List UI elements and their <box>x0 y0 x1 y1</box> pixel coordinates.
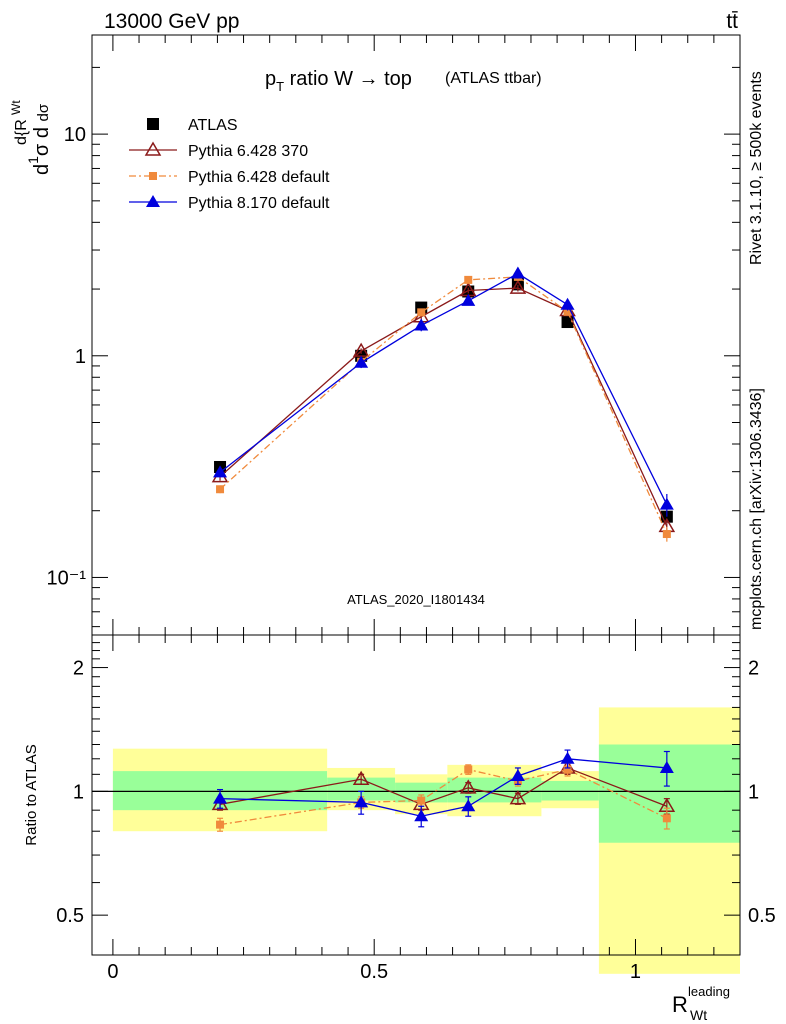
green-band <box>327 777 396 801</box>
series-pythia-6-428-370 <box>211 279 676 534</box>
data-marker <box>414 809 429 822</box>
svg-text:leading: leading <box>688 984 730 999</box>
legend-entry-label: ATLAS <box>188 117 238 134</box>
x-tick-label: 0.5 <box>360 961 388 983</box>
data-marker <box>354 355 369 368</box>
data-marker <box>563 765 572 774</box>
data-marker <box>563 307 572 316</box>
svg-text:d{R: d{R <box>13 119 30 145</box>
energy-label: 13000 GeV pp <box>104 10 239 33</box>
y-tick-label: 1 <box>75 346 86 368</box>
legend-entry-label: Pythia 6.428 370 <box>188 143 308 160</box>
data-marker <box>144 141 162 156</box>
data-marker <box>511 278 524 291</box>
ratio-y-tick-label: 1 <box>73 781 84 803</box>
ratio-y-tick-label: 0.5 <box>56 905 84 927</box>
data-marker <box>662 530 671 539</box>
ratio-y-tick-label: 0.5 <box>748 905 776 927</box>
ratio-series-pythia-8-170-default <box>213 749 674 828</box>
data-marker <box>509 279 527 294</box>
series-line <box>219 272 668 505</box>
data-marker <box>417 796 426 805</box>
series-line <box>219 276 668 535</box>
y-tick-label: 10 <box>64 124 86 146</box>
x-tick-label: 1 <box>630 961 641 983</box>
data-marker <box>461 293 476 306</box>
source-label: mcplots.cern.ch [arXiv:1306.3436] <box>748 388 765 630</box>
ratio-frame <box>91 634 741 956</box>
svg-text:Wt: Wt <box>690 1007 707 1023</box>
data-marker <box>417 308 426 317</box>
series-line <box>219 287 668 527</box>
data-marker <box>464 765 473 774</box>
data-marker <box>146 195 160 207</box>
data-marker <box>216 485 225 494</box>
data-marker <box>662 814 671 823</box>
y-tick-label: 10⁻¹ <box>47 567 87 589</box>
data-marker <box>510 266 525 279</box>
data-marker <box>213 465 228 478</box>
data-marker <box>509 790 527 805</box>
legend: ATLAS Pythia 6.428 370 Pythia 6.428 defaul… <box>129 117 330 212</box>
ratio-panel: 0.5 0.5 1 1 2 2 0 0.5 1 Ratio to ATLAS R Wt lead… <box>23 634 776 1023</box>
data-marker <box>659 760 674 773</box>
x-axis-label: R Wt leading <box>672 984 730 1023</box>
green-band <box>541 780 599 801</box>
rivet-label: Rivet 3.1.10, ≥ 500k events <box>748 71 765 265</box>
data-marker <box>510 768 525 781</box>
data-marker <box>414 318 429 331</box>
data-marker <box>213 791 228 804</box>
ratio-y-axis-label: Ratio to ATLAS <box>23 744 40 845</box>
svg-text:R: R <box>672 992 688 1017</box>
x-tick-label: 0 <box>107 961 118 983</box>
series-pythia-8-170-default <box>213 266 674 517</box>
plot-title-suffix: (ATLAS ttbar) <box>445 70 542 87</box>
main-panel: 10⁻¹ 1 10 ATLAS_2020_I1801434 pT ratio W →… <box>9 34 741 636</box>
plot-title: pT ratio W → top (ATLAS ttbar) <box>265 68 542 94</box>
legend-entry-label: Pythia 8.170 default <box>188 195 330 212</box>
series-atlas <box>214 278 673 523</box>
plot-title-text: pT ratio W → top <box>265 68 412 94</box>
data-marker <box>464 275 473 284</box>
ratio-y-tick-label: 2 <box>748 658 759 680</box>
svg-text:Wt: Wt <box>9 100 23 115</box>
data-marker <box>352 770 370 786</box>
data-marker <box>560 297 575 310</box>
data-marker <box>459 779 477 794</box>
process-label: tt̄ <box>726 10 738 33</box>
data-marker <box>147 118 159 130</box>
analysis-label: ATLAS_2020_I1801434 <box>347 592 485 607</box>
legend-entry-label: Pythia 6.428 default <box>188 169 330 186</box>
data-marker <box>149 172 157 180</box>
data-marker <box>659 497 674 510</box>
data-marker <box>560 751 575 764</box>
ratio-y-tick-label: 1 <box>748 781 759 803</box>
data-marker <box>354 795 369 808</box>
data-marker <box>561 316 574 329</box>
data-marker <box>216 820 225 829</box>
green-band <box>598 744 740 843</box>
green-band <box>395 782 448 803</box>
data-marker <box>461 799 476 812</box>
main-y-axis-label: d1σ d dσ d{R Wt <box>9 100 53 175</box>
ratio-y-tick-label: 2 <box>73 658 84 680</box>
